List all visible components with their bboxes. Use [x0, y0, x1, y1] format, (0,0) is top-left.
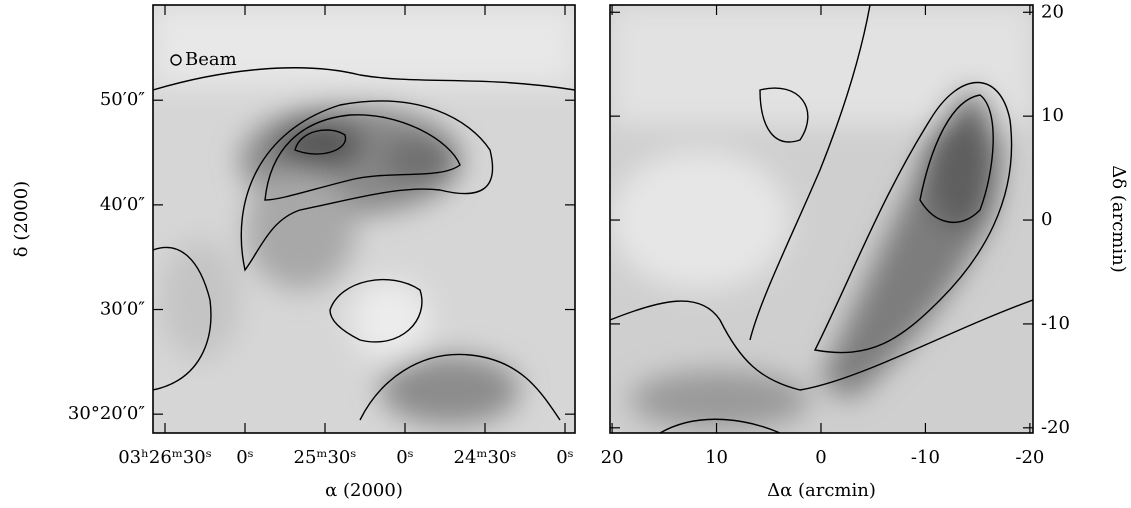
x-tick-label: 0ˢ [556, 447, 574, 468]
x-tick-label: 24ᵐ30ˢ [454, 447, 517, 468]
x-tick-label: -20 [1015, 447, 1044, 468]
y-tick-label: 0 [1041, 209, 1052, 230]
x-axis-label: Δα (arcmin) [767, 480, 876, 501]
x-tick-label: 25ᵐ30ˢ [294, 447, 357, 468]
x-tick-label: 0ˢ [396, 447, 414, 468]
y-axis-label: Δδ (arcmin) [1108, 165, 1129, 272]
y-axis-label: δ (2000) [11, 181, 32, 257]
map-image [153, 5, 575, 433]
x-tick-label: 0ˢ [236, 447, 254, 468]
x-tick-label: 10 [705, 447, 728, 468]
x-tick-label: -10 [911, 447, 940, 468]
x-tick-label: 20 [601, 447, 624, 468]
x-axis-label: α (2000) [325, 480, 403, 501]
x-tick-label: 03ʰ26ᵐ30ˢ [118, 447, 212, 468]
y-tick-label: -10 [1041, 313, 1070, 334]
y-tick-label: 10 [1041, 105, 1064, 126]
map-image [610, 5, 1033, 433]
y-tick-label: 30°20′0″ [68, 403, 145, 424]
y-tick-label: 20 [1041, 1, 1064, 22]
plot-frame [152, 4, 576, 434]
y-tick-label: 30′0″ [100, 299, 145, 320]
y-tick-label: 50′0″ [100, 89, 145, 110]
y-tick-label: 40′0″ [100, 194, 145, 215]
beam-marker [170, 54, 182, 66]
x-tick-label: 0 [815, 447, 826, 468]
y-tick-label: -20 [1041, 417, 1070, 438]
annotation: Beam [185, 49, 237, 70]
